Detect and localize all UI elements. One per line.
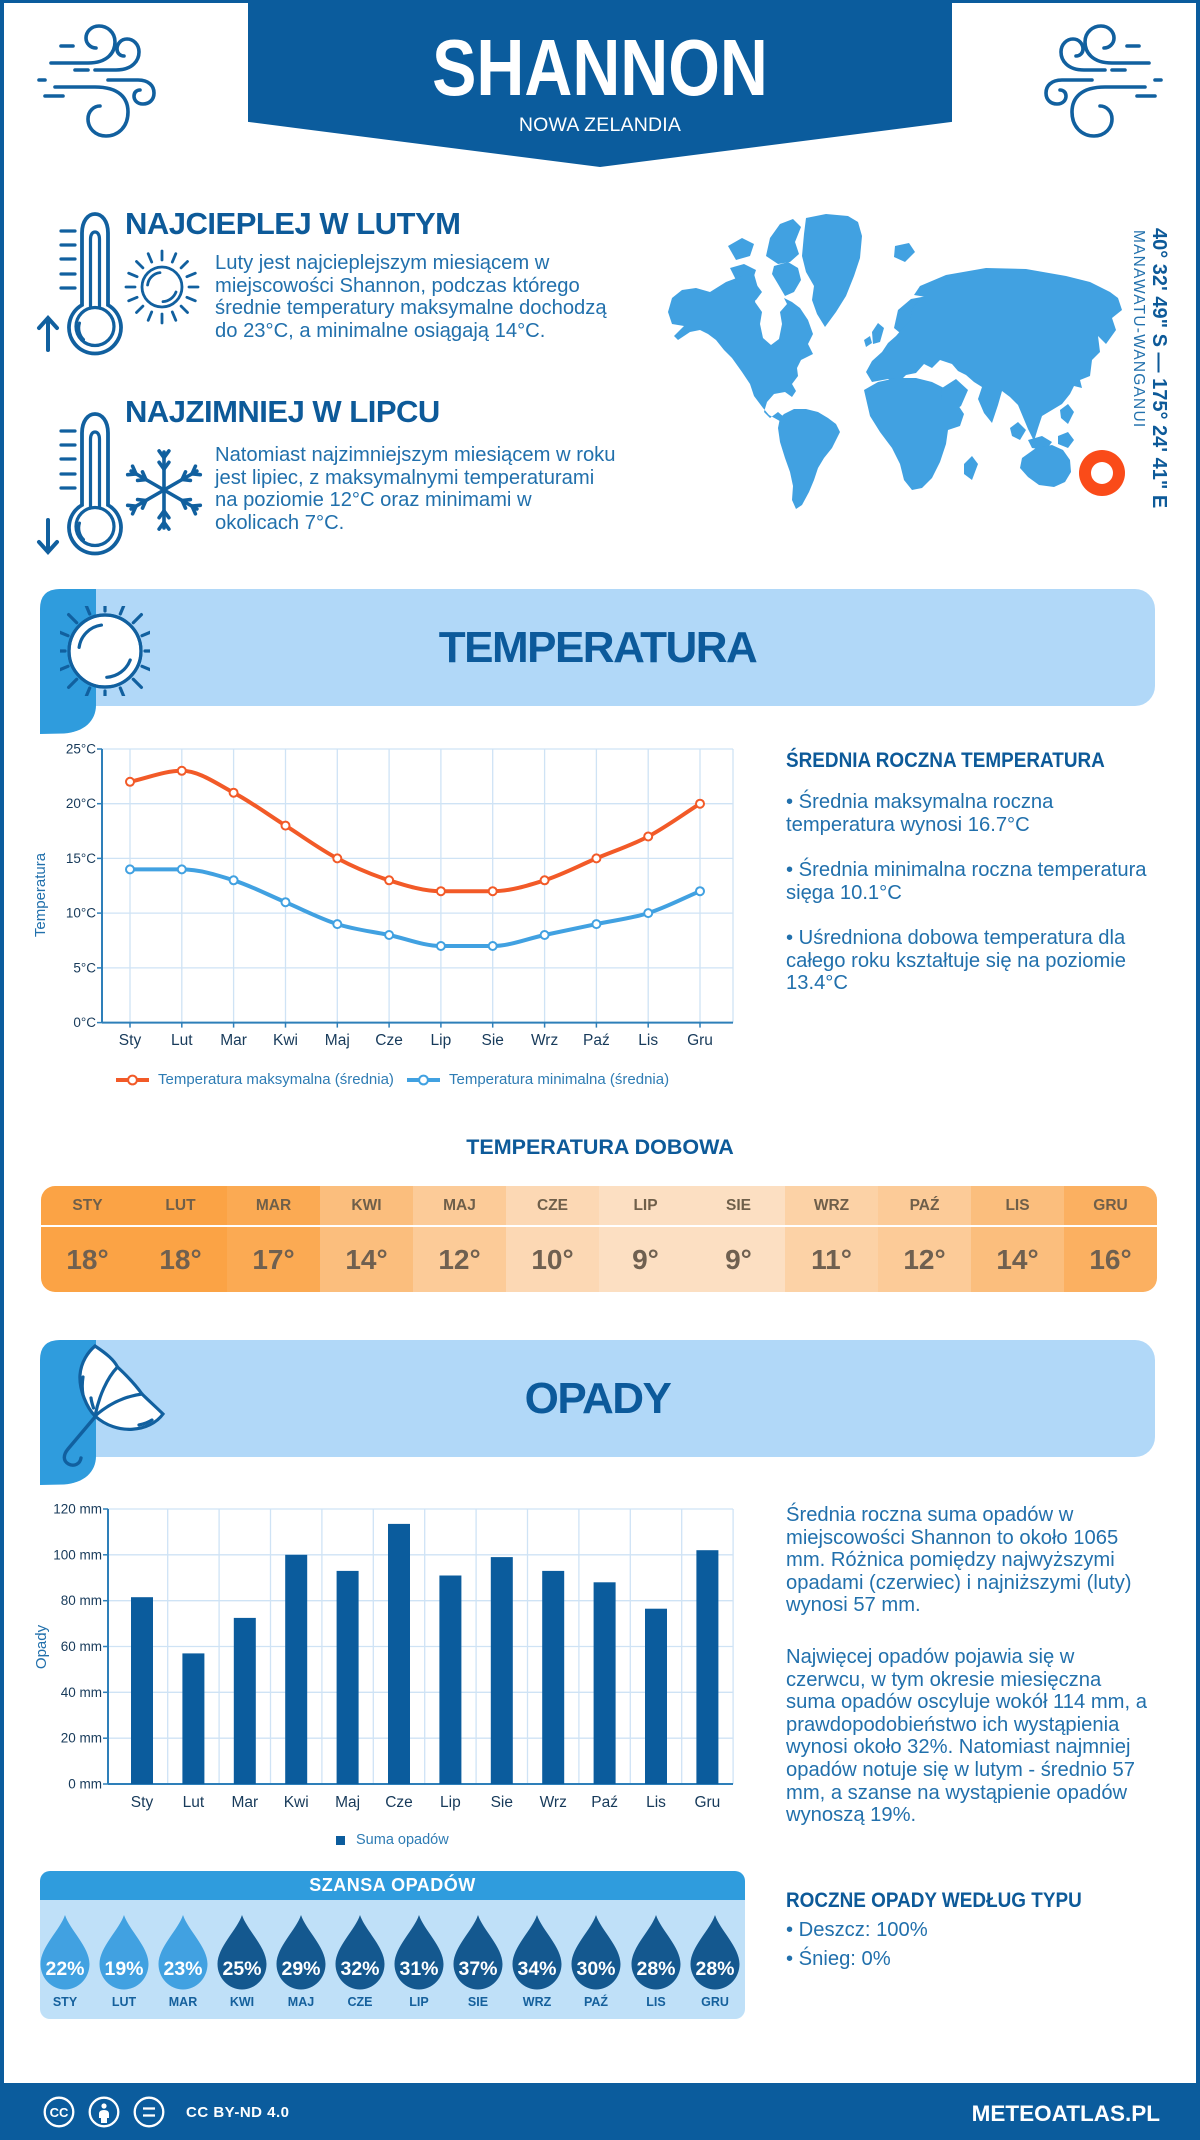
svg-text:Wrz: Wrz bbox=[540, 1794, 567, 1811]
svg-text:30%: 30% bbox=[576, 1958, 615, 1980]
svg-text:Maj: Maj bbox=[335, 1794, 360, 1811]
svg-text:23%: 23% bbox=[163, 1958, 202, 1980]
svg-text:29%: 29% bbox=[281, 1958, 320, 1980]
svg-text:120 mm: 120 mm bbox=[53, 1502, 102, 1517]
svg-text:Wrz: Wrz bbox=[531, 1032, 558, 1049]
svg-text:Sty: Sty bbox=[131, 1794, 154, 1811]
svg-text:32%: 32% bbox=[340, 1958, 379, 1980]
svg-text:20 mm: 20 mm bbox=[61, 1731, 102, 1746]
svg-text:40 mm: 40 mm bbox=[61, 1685, 102, 1700]
svg-text:25%: 25% bbox=[222, 1958, 261, 1980]
svg-text:Cze: Cze bbox=[385, 1794, 413, 1811]
svg-text:34%: 34% bbox=[517, 1958, 556, 1980]
svg-text:Kwi: Kwi bbox=[273, 1032, 298, 1049]
svg-text:Lis: Lis bbox=[638, 1032, 658, 1049]
svg-text:Lut: Lut bbox=[171, 1032, 193, 1049]
svg-text:Paź: Paź bbox=[591, 1794, 618, 1811]
svg-text:Sty: Sty bbox=[119, 1032, 142, 1049]
svg-text:Opady: Opady bbox=[33, 1624, 50, 1669]
svg-text:10°C: 10°C bbox=[66, 906, 96, 921]
svg-text:25°C: 25°C bbox=[66, 742, 96, 757]
svg-text:15°C: 15°C bbox=[66, 851, 96, 866]
svg-text:Lip: Lip bbox=[431, 1032, 452, 1049]
svg-text:Sie: Sie bbox=[481, 1032, 503, 1049]
svg-text:28%: 28% bbox=[636, 1958, 675, 1980]
svg-text:Sie: Sie bbox=[491, 1794, 513, 1811]
svg-text:60 mm: 60 mm bbox=[61, 1639, 102, 1654]
svg-text:CC: CC bbox=[50, 2105, 69, 2120]
svg-text:Gru: Gru bbox=[687, 1032, 713, 1049]
svg-text:100 mm: 100 mm bbox=[53, 1547, 102, 1562]
svg-text:Paź: Paź bbox=[583, 1032, 610, 1049]
svg-text:Lut: Lut bbox=[183, 1794, 205, 1811]
svg-text:Mar: Mar bbox=[220, 1032, 247, 1049]
svg-text:Lis: Lis bbox=[646, 1794, 666, 1811]
svg-text:37%: 37% bbox=[458, 1958, 497, 1980]
svg-text:Lip: Lip bbox=[440, 1794, 461, 1811]
svg-text:Cze: Cze bbox=[375, 1032, 403, 1049]
svg-text:Mar: Mar bbox=[231, 1794, 258, 1811]
svg-text:5°C: 5°C bbox=[73, 960, 96, 975]
svg-text:Maj: Maj bbox=[325, 1032, 350, 1049]
svg-text:0°C: 0°C bbox=[73, 1015, 96, 1030]
svg-text:19%: 19% bbox=[104, 1958, 143, 1980]
svg-text:28%: 28% bbox=[695, 1958, 734, 1980]
svg-text:0 mm: 0 mm bbox=[68, 1777, 102, 1792]
svg-text:80 mm: 80 mm bbox=[61, 1593, 102, 1608]
svg-text:Temperatura: Temperatura bbox=[32, 852, 49, 937]
svg-text:22%: 22% bbox=[45, 1958, 84, 1980]
svg-text:20°C: 20°C bbox=[66, 796, 96, 811]
svg-text:Kwi: Kwi bbox=[284, 1794, 309, 1811]
svg-text:Gru: Gru bbox=[694, 1794, 720, 1811]
svg-text:31%: 31% bbox=[399, 1958, 438, 1980]
